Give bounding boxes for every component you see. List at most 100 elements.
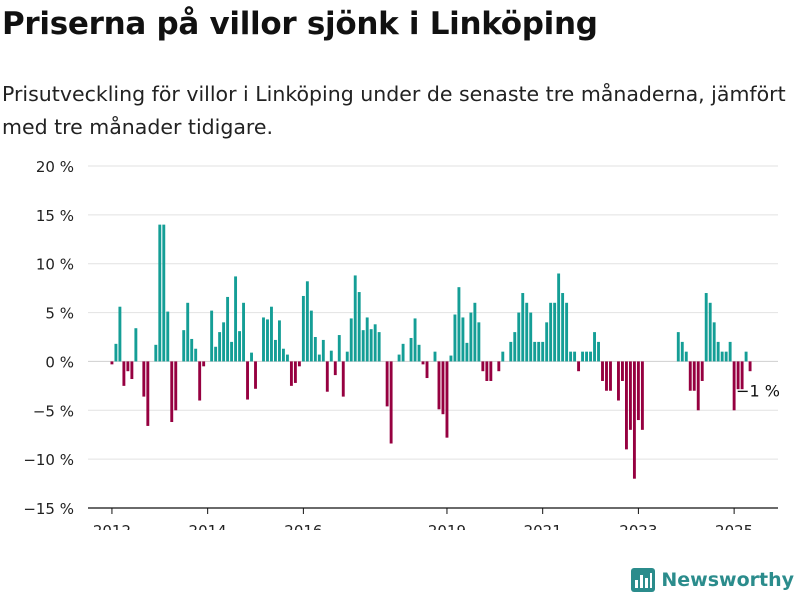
bar <box>278 320 281 362</box>
bar <box>158 224 162 362</box>
bar <box>457 287 461 362</box>
newsworthy-brand: Newsworthy <box>631 568 794 592</box>
bar <box>230 341 234 362</box>
bar <box>533 341 537 362</box>
bar <box>549 302 553 362</box>
bar <box>270 306 273 362</box>
bar <box>361 330 365 362</box>
bar <box>605 361 608 391</box>
bar <box>353 275 357 362</box>
bar <box>166 311 170 362</box>
x-tick-label: 2021 <box>524 522 562 530</box>
chart-title: Priserna på villor sjönk i Linköping <box>2 6 598 42</box>
bar <box>118 306 122 362</box>
bar <box>469 312 473 362</box>
bar <box>565 302 569 362</box>
bar <box>473 302 477 362</box>
bar <box>636 361 640 421</box>
bar <box>321 339 325 362</box>
bar <box>194 348 198 362</box>
bar <box>569 351 573 362</box>
bar <box>413 318 417 362</box>
bar <box>341 361 345 397</box>
bar <box>329 350 333 362</box>
x-tick-label: 2025 <box>715 522 753 530</box>
bar <box>313 337 317 362</box>
bar <box>700 361 704 381</box>
x-tick-label: 2016 <box>284 522 322 530</box>
bar <box>732 361 736 411</box>
bar <box>357 292 361 362</box>
bar <box>625 361 628 450</box>
bar <box>190 338 194 362</box>
bar <box>581 351 585 362</box>
bar <box>632 361 636 479</box>
bar <box>585 351 588 362</box>
y-tick-label: 0 % <box>45 353 74 371</box>
bar <box>704 293 708 362</box>
x-axis: 2012 2014 2016 2019 2021 2023 2025 <box>88 507 778 530</box>
bar <box>389 361 393 444</box>
gridlines <box>88 165 778 460</box>
bar <box>433 351 437 362</box>
bar <box>214 346 218 362</box>
bar <box>529 312 533 362</box>
bar <box>593 332 596 362</box>
bar <box>110 361 114 365</box>
bar <box>621 361 624 381</box>
bar <box>365 317 369 362</box>
bar <box>126 361 130 372</box>
bar <box>449 355 453 362</box>
brand-name: Newsworthy <box>661 569 794 591</box>
bar <box>481 361 485 372</box>
bar <box>513 332 517 362</box>
bar <box>134 328 138 362</box>
bar <box>182 330 186 362</box>
bar <box>254 361 257 389</box>
bar <box>680 341 684 362</box>
bar <box>716 341 720 362</box>
bar <box>437 361 441 410</box>
bar <box>262 317 265 362</box>
bar <box>712 322 716 362</box>
bar <box>309 310 313 362</box>
bar <box>114 343 118 362</box>
bar <box>122 361 126 386</box>
bar <box>724 351 728 362</box>
bar <box>238 331 242 362</box>
bar <box>720 351 724 362</box>
bar <box>421 361 425 365</box>
bar-chart-logo-icon <box>631 568 656 592</box>
bar <box>501 351 505 362</box>
bar-chart: 2012 2014 2016 2019 2021 2023 2025 20 % 15 % 10 … <box>23 158 782 530</box>
bar <box>274 339 277 362</box>
bar <box>305 281 309 362</box>
bar <box>345 351 349 362</box>
bar <box>728 341 732 362</box>
bar <box>146 361 150 426</box>
bar <box>748 361 752 372</box>
bar <box>385 361 389 407</box>
bar <box>425 361 429 379</box>
bar <box>266 319 269 362</box>
bar <box>557 273 561 362</box>
bar <box>417 344 421 362</box>
bar <box>289 361 293 386</box>
bar <box>684 351 688 362</box>
bar <box>409 337 413 362</box>
bar <box>246 361 249 400</box>
x-tick-label: 2019 <box>428 522 466 530</box>
bar <box>465 342 469 362</box>
last-value-annotation: −1 % <box>735 380 782 402</box>
bar <box>401 343 405 362</box>
bar <box>537 341 541 362</box>
bar <box>210 310 214 362</box>
bar <box>333 361 337 376</box>
bar <box>174 361 178 411</box>
bar <box>509 341 513 362</box>
bar <box>589 351 592 362</box>
annotation-label: −1 % <box>736 382 780 401</box>
bar <box>297 361 301 367</box>
bar <box>162 224 166 362</box>
bar <box>696 361 700 411</box>
